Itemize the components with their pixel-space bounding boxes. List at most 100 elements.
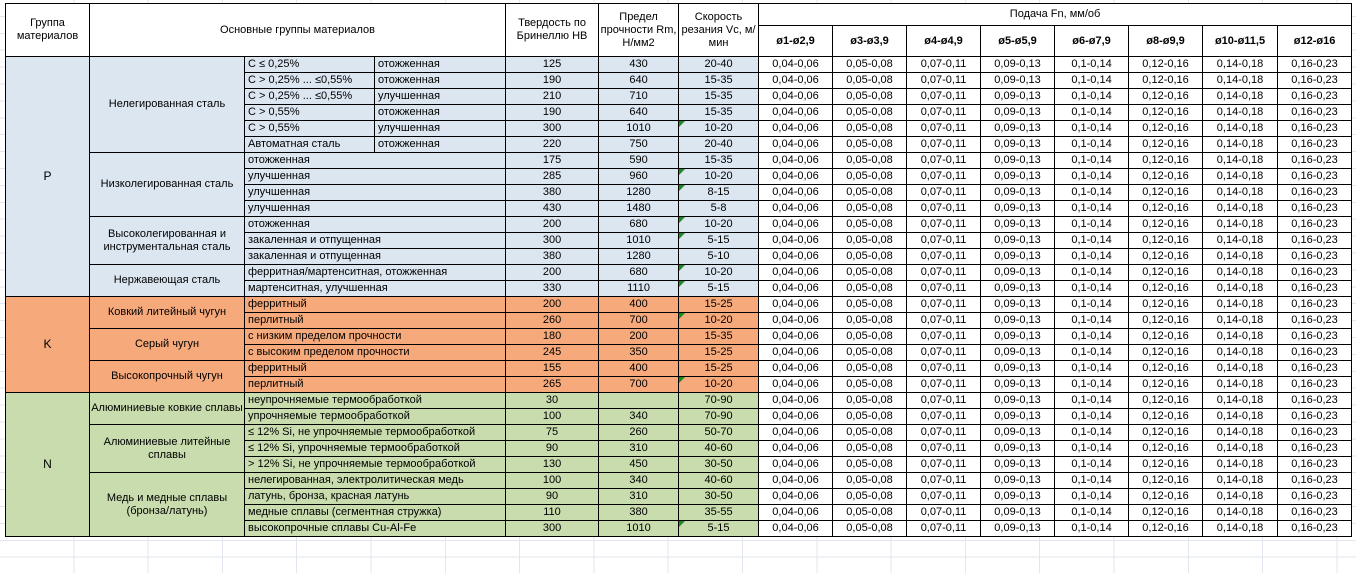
green-corner-indicator xyxy=(679,217,686,223)
feed-cell: 0,12-0,16 xyxy=(1128,120,1204,137)
feed-cell: 0,09-0,13 xyxy=(980,216,1056,233)
cell-text: 265 xyxy=(542,378,562,390)
cell-text: 310 xyxy=(629,442,648,454)
feed-cell: 0,12-0,16 xyxy=(1128,152,1204,169)
feed-cell: 0,16-0,23 xyxy=(1277,200,1353,217)
feed-cell: 0,09-0,13 xyxy=(980,296,1056,313)
feed-cell: 0,05-0,08 xyxy=(832,152,908,169)
feed-cell: 0,12-0,16 xyxy=(1128,392,1204,409)
speed-cell: 10-20 xyxy=(678,264,760,281)
cell-text: 200 xyxy=(542,298,562,310)
feed-cell: 0,14-0,18 xyxy=(1202,280,1279,297)
table-row: ≤ 12% Si, упрочняемые термообработкой 90 3… xyxy=(6,440,1353,457)
feed-cell: 0,07-0,11 xyxy=(906,456,982,473)
feed-cell: 0,05-0,08 xyxy=(832,312,908,329)
cell-text: 590 xyxy=(629,154,648,166)
feed-cell: 0,07-0,11 xyxy=(906,488,982,505)
feed-cell: 0,05-0,08 xyxy=(832,296,908,313)
condition-cell: C ≤ 0,25% xyxy=(244,56,375,73)
cell-text: 10-20 xyxy=(704,122,733,134)
feed-cell: 0,14-0,18 xyxy=(1202,424,1279,441)
table-row: Высокопрочный чугун ферритный 155 400 15-25 0… xyxy=(6,360,1353,393)
speed-cell: 40-60 xyxy=(678,440,760,457)
feed-cell: 0,16-0,23 xyxy=(1277,152,1353,169)
feed-cell: 0,09-0,13 xyxy=(980,136,1056,153)
strength-cell: 340 xyxy=(598,408,680,425)
speed-cell: 20-40 xyxy=(678,56,760,73)
feed-cell: 0,12-0,16 xyxy=(1128,88,1204,105)
feed-cell: 0,16-0,23 xyxy=(1277,520,1353,537)
cell-text: 125 xyxy=(542,58,562,70)
condition-cell: C > 0,55% xyxy=(244,104,375,121)
hardness-cell: 300 xyxy=(505,120,600,137)
cell-text: 680 xyxy=(629,218,648,230)
feed-cell: 0,12-0,16 xyxy=(1128,472,1204,489)
feed-cell: 0,12-0,16 xyxy=(1128,488,1204,505)
feed-cell: 0,16-0,23 xyxy=(1277,136,1353,153)
feed-cell: 0,07-0,11 xyxy=(906,72,982,89)
condition-cell: ≤ 12% Si, не упрочняемые термообработкой xyxy=(243,424,507,441)
feed-cell: 0,16-0,23 xyxy=(1277,104,1353,121)
feed-cell: 0,09-0,13 xyxy=(980,280,1056,297)
state-cell: отожженная xyxy=(373,72,507,89)
cell-text: 15-25 xyxy=(704,362,733,374)
feed-cell: 0,05-0,08 xyxy=(832,328,908,345)
green-corner-indicator xyxy=(679,121,686,127)
table-row: C > 0,55% отожженная 190 640 15-35 0,04-0,06 0… xyxy=(6,104,1353,121)
feed-cell: 0,09-0,13 xyxy=(980,312,1056,329)
cell-text: 1280 xyxy=(626,186,651,198)
strength-cell: 640 xyxy=(598,104,680,121)
material-group-cell: Нелегированная сталь xyxy=(89,56,245,153)
feed-cell: 0,16-0,23 xyxy=(1277,248,1353,265)
feed-cell: 0,1-0,14 xyxy=(1054,456,1130,473)
feed-cell: 0,16-0,23 xyxy=(1277,232,1353,249)
feed-cell: 0,04-0,06 xyxy=(758,408,834,425)
feed-cell: 0,07-0,11 xyxy=(906,472,982,489)
table-row: улучшенная 380 1280 8-15 0,04-0,06 0,05-0,08 0… xyxy=(6,184,1353,201)
feed-cell: 0,16-0,23 xyxy=(1277,408,1353,425)
hardness-cell: 155 xyxy=(505,360,600,377)
cell-text: 350 xyxy=(629,346,648,358)
feed-cell: 0,04-0,06 xyxy=(758,472,834,489)
condition-cell: Автоматная сталь xyxy=(244,136,375,153)
state-cell: отожженная xyxy=(373,56,507,73)
strength-cell: 1010 xyxy=(598,120,680,137)
speed-cell: 15-35 xyxy=(678,72,760,89)
feed-cell: 0,09-0,13 xyxy=(980,360,1056,377)
feed-cell: 0,05-0,08 xyxy=(832,72,908,89)
table-row: Алюминиевые литейные сплавы ≤ 12% Si, не … xyxy=(6,424,1353,473)
speed-cell: 8-15 xyxy=(678,184,760,201)
feed-cell: 0,04-0,06 xyxy=(758,312,834,329)
cell-text: 155 xyxy=(542,362,562,374)
cell-text: 200 xyxy=(542,218,562,230)
condition-cell: улучшенная xyxy=(243,184,507,201)
feed-cell: 0,12-0,16 xyxy=(1128,72,1204,89)
feed-cell: 0,09-0,13 xyxy=(980,488,1056,505)
feed-cell: 0,12-0,16 xyxy=(1128,424,1204,441)
feed-cell: 0,09-0,13 xyxy=(980,168,1056,185)
cell-text: 110 xyxy=(543,506,561,518)
green-corner-indicator xyxy=(679,265,686,271)
feed-column-header: ø12-ø16 xyxy=(1277,25,1353,57)
material-group-cell: Низколегированная сталь xyxy=(89,152,245,217)
feed-cell: 0,04-0,06 xyxy=(758,280,834,297)
feed-cell: 0,09-0,13 xyxy=(980,440,1056,457)
feed-cell: 0,14-0,18 xyxy=(1202,56,1279,73)
feed-cell: 0,07-0,11 xyxy=(906,328,982,345)
strength-cell: 680 xyxy=(598,216,680,233)
green-corner-indicator xyxy=(679,377,686,383)
feed-cell: 0,14-0,18 xyxy=(1202,440,1279,457)
cell-text: 8-15 xyxy=(707,186,730,198)
feed-cell: 0,16-0,23 xyxy=(1277,280,1353,297)
feed-cell: 0,04-0,06 xyxy=(758,504,834,521)
feed-cell: 0,12-0,16 xyxy=(1128,344,1204,361)
group-code-cell: P xyxy=(5,56,90,297)
feed-cell: 0,16-0,23 xyxy=(1277,328,1353,345)
feed-cell: 0,04-0,06 xyxy=(758,168,834,185)
feed-cell: 0,04-0,06 xyxy=(758,328,834,345)
feed-cell: 0,09-0,13 xyxy=(980,152,1056,169)
cell-text: 5-10 xyxy=(707,250,730,262)
feed-cell: 0,14-0,18 xyxy=(1202,184,1279,201)
feed-cell: 0,12-0,16 xyxy=(1128,456,1204,473)
feed-cell: 0,14-0,18 xyxy=(1202,104,1279,121)
